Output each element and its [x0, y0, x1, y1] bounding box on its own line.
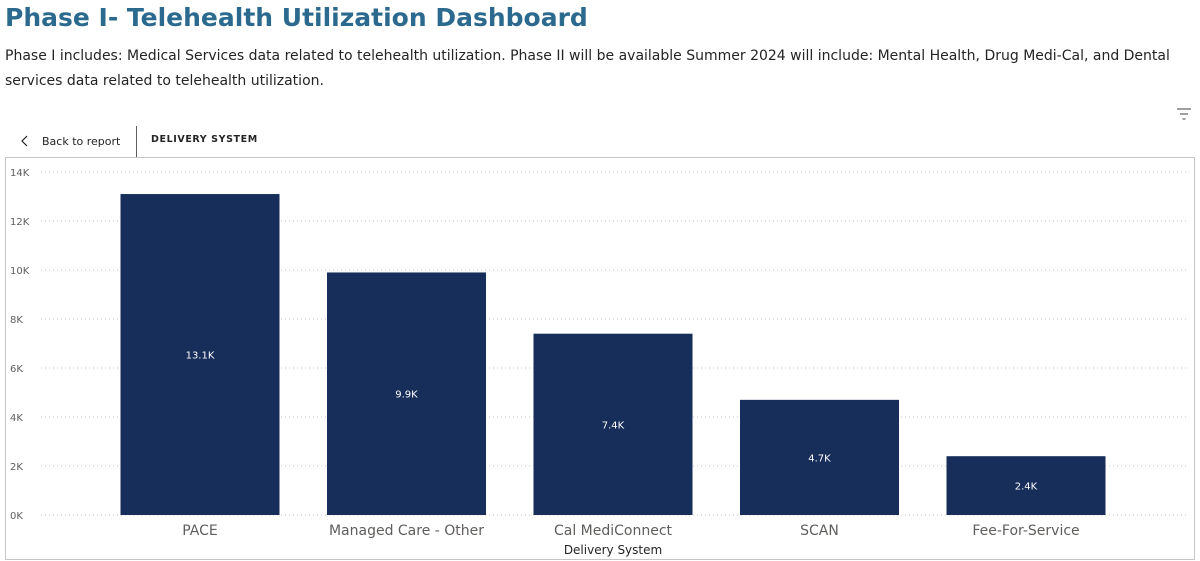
drill-header: Back to report DELIVERY SYSTEM — [5, 126, 405, 157]
bar[interactable] — [120, 194, 280, 516]
page-title: Phase I- Telehealth Utilization Dashboar… — [5, 3, 588, 32]
y-tick-label: 8K — [10, 315, 23, 326]
x-tick-label: SCAN — [800, 523, 839, 539]
bars: 13.1K PACE 9.9K Managed Care - Other 7.4K Cal… — [120, 194, 1106, 539]
back-to-report-label: Back to report — [42, 134, 121, 148]
y-tick-label: 12K — [10, 217, 30, 228]
drill-title: DELIVERY SYSTEM — [151, 134, 258, 145]
bar[interactable] — [533, 333, 693, 515]
data-label: 7.4K — [602, 420, 625, 431]
bar[interactable] — [740, 399, 899, 515]
y-tick-label: 2K — [10, 462, 23, 473]
filter-icon[interactable] — [1176, 107, 1192, 121]
chart-frame: 0K 2K 4K 6K 8K 10K 12K 14K 13.1K PACE 9.9K Managed… — [5, 157, 1195, 560]
bar[interactable] — [946, 456, 1106, 515]
x-tick-label: PACE — [182, 523, 218, 539]
data-label: 2.4K — [1015, 482, 1038, 493]
y-tick-label: 0K — [10, 511, 23, 522]
data-label: 9.9K — [395, 390, 418, 401]
data-label: 13.1K — [186, 351, 215, 362]
bar-chart: 0K 2K 4K 6K 8K 10K 12K 14K 13.1K PACE 9.9K Managed… — [10, 168, 1186, 557]
drill-divider — [136, 126, 137, 157]
back-to-report-button[interactable]: Back to report — [20, 131, 120, 151]
data-label: 4.7K — [808, 453, 831, 464]
x-axis-title: Delivery System — [564, 543, 662, 557]
page-description: Phase I includes: Medical Services data … — [5, 48, 1170, 89]
x-tick-label: Cal MediConnect — [554, 523, 673, 539]
bar[interactable] — [327, 272, 486, 515]
y-tick-label: 10K — [10, 266, 30, 277]
chevron-left-icon — [21, 135, 28, 147]
y-tick-label: 6K — [10, 364, 23, 375]
y-tick-label: 14K — [10, 168, 30, 179]
x-tick-label: Fee-For-Service — [972, 523, 1079, 539]
y-tick-label: 4K — [10, 413, 23, 424]
x-tick-label: Managed Care - Other — [329, 523, 484, 539]
